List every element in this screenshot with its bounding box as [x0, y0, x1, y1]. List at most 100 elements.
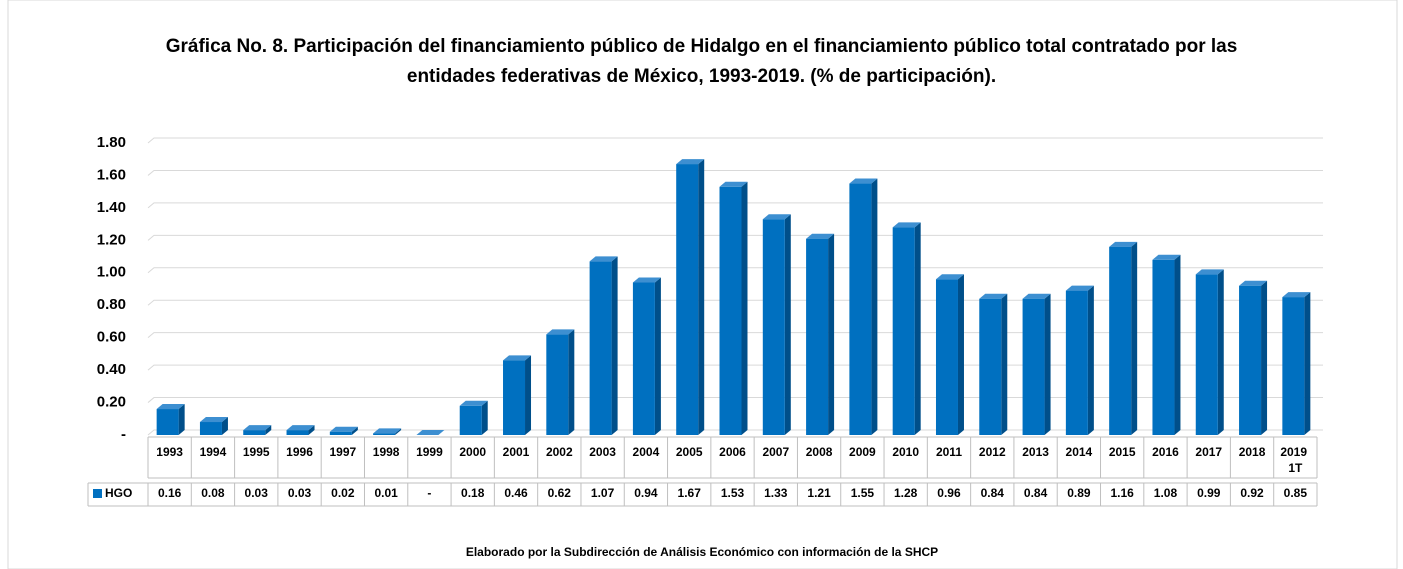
value-label: 0.99 [1197, 486, 1221, 500]
bar-side [351, 426, 358, 435]
x-tick-label: 1994 [200, 445, 227, 459]
x-tick-label: 2007 [762, 445, 789, 459]
bar [1195, 274, 1218, 435]
y-tick-label: 1.80 [97, 134, 126, 151]
chart-title: Gráfica No. 8. Participación del financi… [165, 36, 1238, 87]
bar [1282, 297, 1305, 435]
x-tick-label: 2003 [589, 445, 616, 459]
bar-side [568, 329, 575, 435]
x-tick-label: 2014 [1066, 445, 1093, 459]
value-label: 0.84 [1024, 486, 1048, 500]
x-tick-label: 2015 [1109, 445, 1136, 459]
x-tick-label: 2001 [503, 445, 530, 459]
bar-side [611, 256, 618, 435]
value-label: 1.08 [1154, 486, 1178, 500]
source-note: Elaborado por la Subdirección de Análisi… [466, 545, 938, 559]
bar [1065, 290, 1088, 435]
value-label: 0.96 [937, 486, 961, 500]
bar-top [459, 400, 488, 406]
legend-swatch [93, 489, 102, 498]
bar-side [1131, 241, 1138, 435]
value-label: 1.67 [678, 486, 702, 500]
x-tick-label: 2000 [459, 445, 486, 459]
bar-top [1195, 269, 1224, 275]
y-tick-label: 0.60 [97, 329, 126, 346]
value-label: 1.55 [851, 486, 875, 500]
grid-line [147, 332, 1323, 339]
x-tick-label: 2017 [1195, 445, 1222, 459]
bar-top [373, 428, 402, 434]
grid-line [147, 364, 1323, 371]
bar [503, 360, 526, 435]
bar [156, 409, 179, 435]
bar [849, 183, 872, 435]
bar-side [654, 277, 661, 435]
x-tick-label: 1998 [373, 445, 400, 459]
x-tick-label: 1997 [329, 445, 356, 459]
chart-frame [7, 0, 1398, 569]
grid-line [147, 137, 1323, 144]
bar [719, 186, 742, 435]
x-tick-label: 2010 [892, 445, 919, 459]
bar-top [1239, 280, 1268, 286]
bar-top [719, 181, 748, 187]
y-tick-label: 0.40 [97, 361, 126, 378]
value-label: 0.84 [981, 486, 1005, 500]
x-tick-label: 1996 [286, 445, 313, 459]
bar [329, 431, 352, 435]
bar [1152, 259, 1175, 435]
value-label: 1.21 [807, 486, 831, 500]
value-label: 1.07 [591, 486, 615, 500]
bar-side [914, 222, 921, 435]
x-tick-label: 2019 1T [1280, 445, 1310, 475]
bar-top [1282, 292, 1311, 298]
bar-side [741, 181, 748, 435]
x-tick-label: 1993 [156, 445, 183, 459]
bar [1239, 285, 1262, 435]
bar-top [243, 425, 272, 431]
bar [459, 405, 482, 435]
bar-side [784, 214, 791, 435]
bar-side [1261, 280, 1268, 435]
bar-side [308, 425, 315, 435]
value-label: - [427, 486, 431, 500]
bar-side [1001, 293, 1008, 435]
value-label: 1.53 [721, 486, 745, 500]
value-label: 0.85 [1284, 486, 1308, 500]
value-label: 0.94 [634, 486, 658, 500]
grid-line [147, 234, 1323, 241]
value-label: 1.16 [1110, 486, 1134, 500]
bar-side [481, 400, 488, 435]
bar [243, 430, 266, 435]
bar-side [1174, 254, 1181, 435]
bar-side [698, 159, 705, 436]
bar-side [1217, 269, 1224, 435]
value-label: 0.03 [245, 486, 269, 500]
x-tick-label: 1995 [243, 445, 270, 459]
bar-top [503, 355, 532, 361]
bar-top [589, 256, 618, 262]
bar [632, 282, 655, 435]
bar-top [1065, 285, 1094, 291]
value-label: 0.46 [504, 486, 528, 500]
x-tick-label: 2009 [849, 445, 876, 459]
y-tick-label: 0.20 [97, 394, 126, 411]
bar [676, 164, 699, 436]
bar-top [156, 404, 185, 410]
y-tick-label: - [121, 426, 126, 443]
y-tick-label: 1.40 [97, 199, 126, 216]
y-tick-label: 1.20 [97, 231, 126, 248]
x-tick-label: 2004 [633, 445, 660, 459]
bar [199, 422, 222, 435]
bar-top [1109, 241, 1138, 247]
bar-top [892, 222, 921, 228]
bar [373, 433, 396, 435]
bar [892, 227, 915, 435]
x-tick-label: 2005 [676, 445, 703, 459]
bar-side [828, 233, 835, 435]
x-tick-label: 2012 [979, 445, 1006, 459]
bar [806, 238, 829, 435]
bar-side [221, 417, 228, 435]
